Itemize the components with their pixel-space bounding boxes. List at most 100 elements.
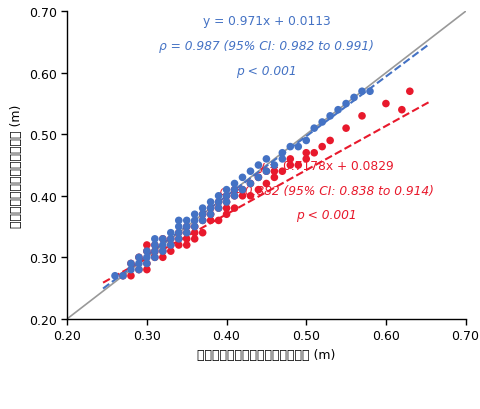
Point (191, 230, 199, 236)
Point (151, 242, 159, 249)
Point (167, 242, 175, 249)
Point (143, 267, 151, 273)
Point (167, 230, 175, 236)
Point (135, 254, 143, 261)
Point (135, 254, 143, 261)
Point (311, 126, 318, 132)
Point (191, 236, 199, 243)
Point (231, 187, 239, 193)
Point (398, 107, 406, 114)
Point (342, 101, 350, 108)
Point (271, 162, 278, 169)
Point (159, 248, 167, 255)
Text: y = 0.7178x + 0.0829: y = 0.7178x + 0.0829 (258, 160, 394, 173)
Point (119, 273, 127, 279)
Point (239, 175, 246, 181)
Point (223, 193, 230, 200)
Point (175, 230, 182, 236)
Point (167, 236, 175, 243)
Text: y = 0.971x + 0.0113: y = 0.971x + 0.0113 (203, 15, 330, 28)
Point (263, 169, 270, 175)
Point (159, 254, 167, 261)
Point (342, 126, 350, 132)
Point (151, 254, 159, 261)
Point (318, 144, 326, 151)
Point (175, 218, 182, 224)
X-axis label: 滒空時間法で算出したジャンプ高 (m): 滒空時間法で算出したジャンプ高 (m) (197, 348, 336, 361)
Point (183, 224, 191, 230)
Point (151, 254, 159, 261)
Point (127, 267, 135, 273)
Point (199, 218, 206, 224)
Point (215, 205, 222, 212)
Point (278, 156, 286, 163)
Point (191, 218, 199, 224)
Point (294, 144, 302, 151)
Point (231, 205, 239, 212)
Point (302, 156, 310, 163)
Point (175, 224, 182, 230)
Point (294, 162, 302, 169)
Point (223, 211, 230, 218)
Point (175, 242, 182, 249)
Point (254, 162, 262, 169)
Point (135, 267, 143, 273)
Text: ρ = 0.882 (95% CI: 0.838 to 0.914): ρ = 0.882 (95% CI: 0.838 to 0.914) (219, 184, 433, 197)
Point (311, 150, 318, 157)
Point (143, 254, 151, 261)
Point (302, 150, 310, 157)
Point (183, 230, 191, 236)
Point (183, 218, 191, 224)
Point (231, 187, 239, 193)
Point (254, 187, 262, 193)
Point (183, 224, 191, 230)
Point (215, 218, 222, 224)
Point (207, 211, 215, 218)
Point (382, 101, 390, 108)
Point (215, 199, 222, 206)
Point (302, 138, 310, 144)
Point (207, 211, 215, 218)
Point (143, 248, 151, 255)
Point (175, 236, 182, 243)
Point (223, 193, 230, 200)
Point (207, 205, 215, 212)
Point (199, 211, 206, 218)
Point (199, 230, 206, 236)
Point (159, 248, 167, 255)
Point (254, 175, 262, 181)
Point (358, 113, 366, 120)
Point (406, 89, 414, 95)
Point (358, 89, 366, 95)
Point (135, 261, 143, 267)
Point (247, 181, 254, 187)
Point (151, 236, 159, 243)
Point (151, 248, 159, 255)
Point (207, 199, 215, 206)
Point (263, 156, 270, 163)
Point (326, 113, 334, 120)
Point (143, 242, 151, 249)
Point (127, 261, 135, 267)
Text: p < 0.001: p < 0.001 (296, 209, 357, 222)
Point (143, 248, 151, 255)
Point (143, 261, 151, 267)
Point (199, 205, 206, 212)
Point (111, 273, 119, 279)
Point (183, 236, 191, 243)
Point (127, 273, 135, 279)
Point (223, 199, 230, 206)
Point (159, 242, 167, 249)
Point (287, 162, 294, 169)
Text: ρ = 0.987 (95% CI: 0.982 to 0.991): ρ = 0.987 (95% CI: 0.982 to 0.991) (159, 40, 374, 53)
Point (151, 242, 159, 249)
Point (334, 107, 342, 114)
Point (278, 150, 286, 157)
Point (183, 230, 191, 236)
Point (231, 193, 239, 200)
Point (191, 224, 199, 230)
Point (215, 205, 222, 212)
Point (175, 230, 182, 236)
Point (127, 261, 135, 267)
Point (167, 236, 175, 243)
